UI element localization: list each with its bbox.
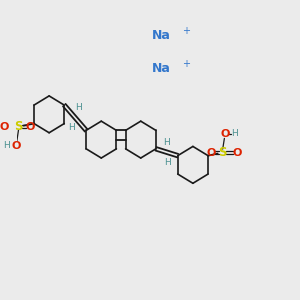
Text: O: O: [206, 148, 215, 158]
Text: H: H: [68, 124, 75, 133]
Text: S: S: [14, 120, 23, 133]
Text: O: O: [0, 122, 8, 131]
Text: O: O: [25, 122, 34, 131]
Text: H: H: [75, 103, 82, 112]
Text: +: +: [182, 59, 190, 69]
Text: +: +: [182, 26, 190, 36]
Text: H: H: [163, 138, 170, 147]
Text: O: O: [220, 129, 230, 139]
Text: H: H: [4, 141, 10, 150]
Text: S: S: [218, 146, 227, 159]
Text: O: O: [11, 141, 21, 151]
Text: H: H: [231, 130, 238, 139]
Text: H: H: [164, 158, 171, 167]
Text: O: O: [232, 148, 242, 158]
Text: Na: Na: [152, 62, 170, 75]
Text: Na: Na: [152, 29, 170, 42]
